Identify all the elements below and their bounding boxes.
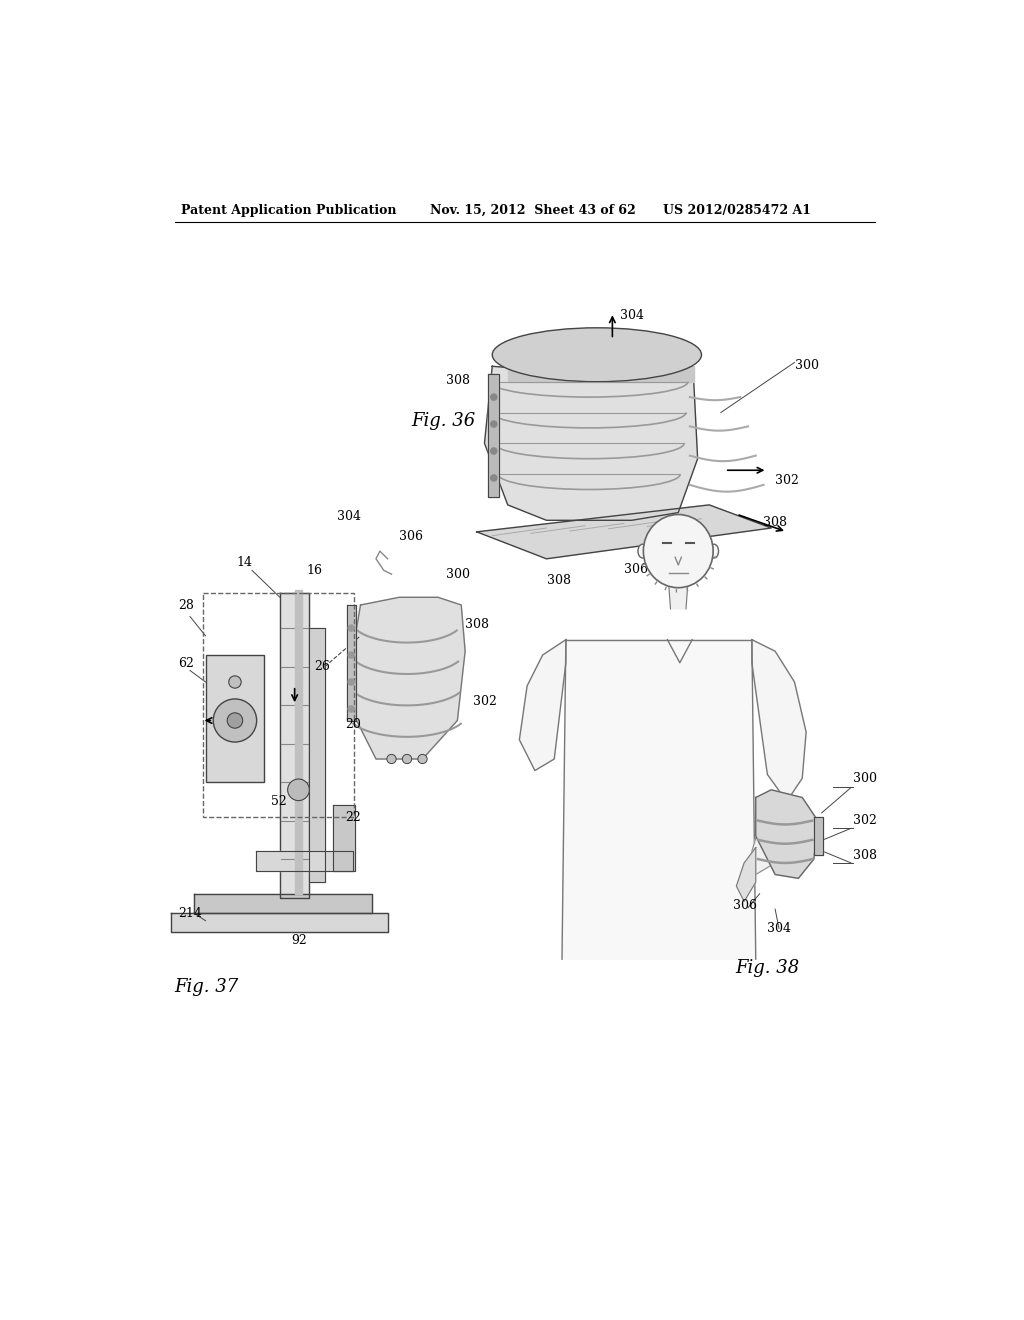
Bar (203, 594, 354, 817)
Circle shape (490, 421, 497, 428)
Text: 308: 308 (547, 574, 570, 587)
Text: US 2012/0285472 A1: US 2012/0285472 A1 (663, 205, 811, 218)
Polygon shape (484, 367, 697, 520)
Polygon shape (736, 847, 756, 902)
Text: 306: 306 (399, 529, 423, 543)
Ellipse shape (643, 515, 713, 587)
Text: 20: 20 (345, 718, 360, 731)
Polygon shape (309, 628, 325, 882)
Text: 308: 308 (445, 374, 470, 387)
Circle shape (348, 652, 354, 659)
Ellipse shape (493, 327, 701, 381)
Circle shape (418, 755, 427, 763)
Text: 16: 16 (306, 564, 323, 577)
Polygon shape (194, 894, 372, 913)
Bar (206, 655, 263, 781)
Ellipse shape (638, 544, 647, 558)
Text: 22: 22 (345, 810, 360, 824)
Polygon shape (488, 374, 500, 498)
Text: 300: 300 (853, 772, 877, 785)
Polygon shape (256, 851, 352, 871)
Text: 302: 302 (853, 814, 877, 828)
Circle shape (402, 755, 412, 763)
Circle shape (227, 713, 243, 729)
Circle shape (348, 678, 354, 685)
Circle shape (490, 475, 497, 480)
Polygon shape (752, 809, 791, 874)
Text: 308: 308 (764, 516, 787, 529)
Polygon shape (752, 640, 806, 801)
Text: Nov. 15, 2012  Sheet 43 of 62: Nov. 15, 2012 Sheet 43 of 62 (430, 205, 636, 218)
Circle shape (490, 447, 497, 454)
Text: Fig. 36: Fig. 36 (411, 412, 475, 430)
Text: 304: 304 (337, 511, 361, 523)
Text: Fig. 37: Fig. 37 (174, 978, 239, 997)
Text: 302: 302 (775, 474, 799, 487)
Text: 302: 302 (473, 696, 497, 708)
Polygon shape (280, 594, 309, 898)
Polygon shape (346, 605, 356, 721)
Polygon shape (519, 640, 566, 771)
Polygon shape (295, 590, 302, 894)
Polygon shape (171, 913, 388, 932)
Text: 308: 308 (853, 849, 877, 862)
Text: 52: 52 (271, 795, 287, 808)
Text: 14: 14 (237, 557, 253, 569)
Circle shape (387, 755, 396, 763)
Text: 26: 26 (314, 660, 330, 673)
Circle shape (348, 626, 354, 631)
Text: 304: 304 (621, 309, 644, 322)
Polygon shape (669, 587, 687, 609)
Polygon shape (562, 640, 756, 960)
Polygon shape (508, 367, 693, 381)
Text: 308: 308 (465, 618, 489, 631)
Text: 300: 300 (795, 359, 818, 372)
Text: 62: 62 (178, 656, 195, 669)
Polygon shape (352, 597, 465, 759)
Ellipse shape (710, 544, 719, 558)
Polygon shape (334, 805, 355, 871)
Polygon shape (814, 817, 823, 855)
Circle shape (213, 700, 257, 742)
Text: 92: 92 (291, 933, 306, 946)
Circle shape (490, 393, 497, 400)
Text: 304: 304 (767, 923, 791, 936)
Text: Fig. 38: Fig. 38 (735, 960, 800, 977)
Circle shape (348, 706, 354, 711)
Circle shape (228, 676, 241, 688)
Polygon shape (477, 506, 771, 558)
Text: Patent Application Publication: Patent Application Publication (180, 205, 396, 218)
Text: 214: 214 (178, 907, 203, 920)
Circle shape (288, 779, 309, 800)
Text: 306: 306 (624, 562, 648, 576)
Text: 300: 300 (445, 568, 470, 581)
Polygon shape (756, 789, 818, 878)
Text: 306: 306 (732, 899, 757, 912)
Text: 28: 28 (178, 599, 195, 612)
